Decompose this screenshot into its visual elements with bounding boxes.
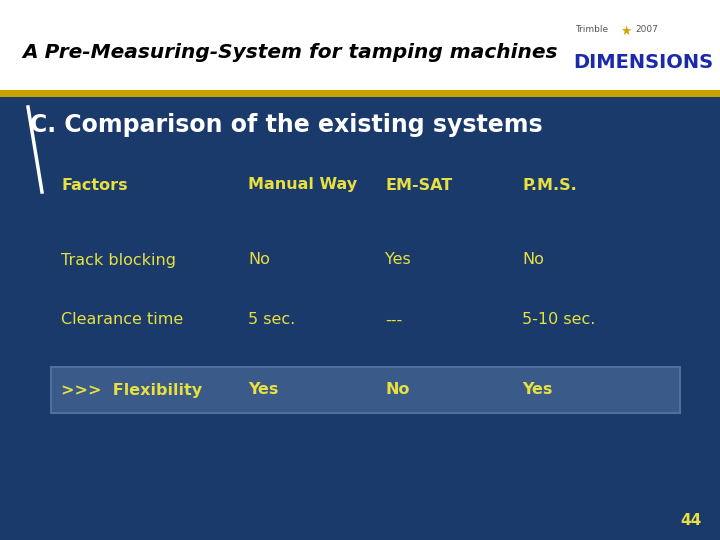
Text: Trimble: Trimble [575, 25, 608, 35]
Text: ★: ★ [621, 24, 631, 37]
Text: Yes: Yes [522, 382, 552, 397]
Text: ---: --- [385, 313, 402, 327]
Text: 5 sec.: 5 sec. [248, 313, 296, 327]
Text: No: No [522, 253, 544, 267]
Bar [51, 367, 680, 413]
Text: 44: 44 [680, 513, 702, 528]
Bar [0, 90, 720, 97]
Text: 2007: 2007 [635, 25, 658, 35]
Text: Yes: Yes [385, 253, 411, 267]
Text: Factors: Factors [61, 178, 128, 192]
Text: >>>  Flexibility: >>> Flexibility [61, 382, 202, 397]
Text: A Pre-Measuring-System for tamping machines: A Pre-Measuring-System for tamping machi… [22, 43, 557, 62]
Text: Manual Way: Manual Way [248, 178, 358, 192]
Bar [0, 0, 720, 90]
Text: 5-10 sec.: 5-10 sec. [522, 313, 595, 327]
Text: EM-SAT: EM-SAT [385, 178, 452, 192]
Text: P.M.S.: P.M.S. [522, 178, 577, 192]
Text: C. Comparison of the existing systems: C. Comparison of the existing systems [30, 113, 543, 137]
Text: No: No [385, 382, 410, 397]
Text: DIMENSIONS: DIMENSIONS [573, 52, 713, 71]
Text: Yes: Yes [248, 382, 279, 397]
Text: Clearance time: Clearance time [61, 313, 184, 327]
Text: No: No [248, 253, 270, 267]
Text: Track blocking: Track blocking [61, 253, 176, 267]
